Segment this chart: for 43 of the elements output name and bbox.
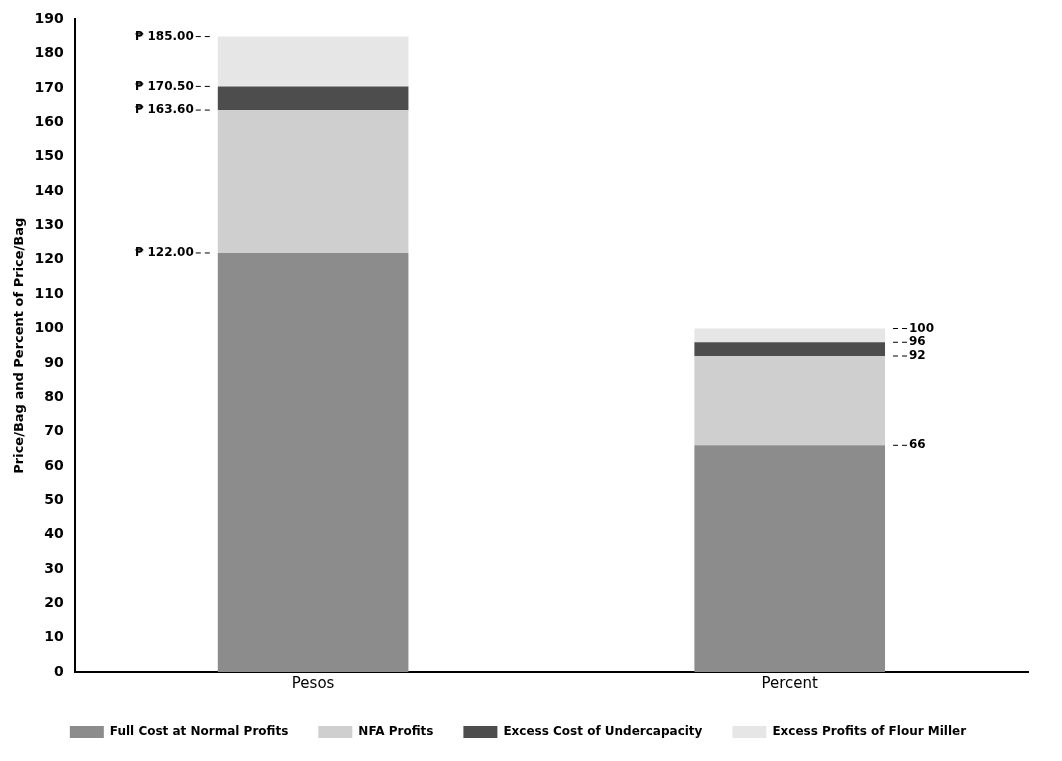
x-tick-label: Percent [761,673,819,692]
annotation: 92 [909,348,926,363]
bar [217,86,409,111]
bar [217,252,409,672]
y-tick-label: 190 [34,10,65,27]
y-tick-label: 20 [44,593,65,610]
bar [694,356,886,446]
bar [217,36,409,87]
y-tick-label: 100 [34,319,65,336]
y-tick-label: 0 [54,662,65,679]
y-tick-label: 110 [34,284,65,301]
bar [694,328,886,343]
y-tick-label: 60 [44,456,65,473]
y-tick-label: 120 [34,250,65,267]
y-tick-label: 140 [34,181,65,198]
legend-label: Excess Profits of Flour Miller [772,724,967,739]
legend-label: NFA Profits [358,724,434,739]
annotation: ₱ 185.00 [134,28,194,43]
y-tick-label: 170 [34,78,65,95]
y-axis-title: Price/Bag and Percent of Price/Bag [11,217,27,474]
annotation: 100 [909,320,935,335]
y-tick-label: 10 [44,628,65,645]
legend-label: Full Cost at Normal Profits [109,724,289,739]
annotation: ₱ 163.60 [134,102,194,117]
bar [694,342,886,356]
annotation: ₱ 122.00 [134,245,194,260]
annotation: 66 [909,437,926,452]
y-tick-label: 130 [34,216,65,233]
annotation: 96 [909,334,926,349]
y-tick-label: 40 [44,525,65,542]
y-tick-label: 50 [44,490,65,507]
y-tick-label: 30 [44,559,65,576]
bar [694,445,886,672]
y-tick-label: 70 [44,422,65,439]
y-tick-label: 90 [44,353,65,370]
bar [217,110,409,253]
legend-label: Excess Cost of Undercapacity [503,724,703,739]
y-tick-label: 160 [34,113,65,130]
y-tick-label: 180 [34,44,65,61]
y-tick-label: 150 [34,147,65,164]
y-tick-label: 80 [44,387,65,404]
x-tick-label: Pesos [291,673,335,692]
annotation: ₱ 170.50 [134,78,194,93]
